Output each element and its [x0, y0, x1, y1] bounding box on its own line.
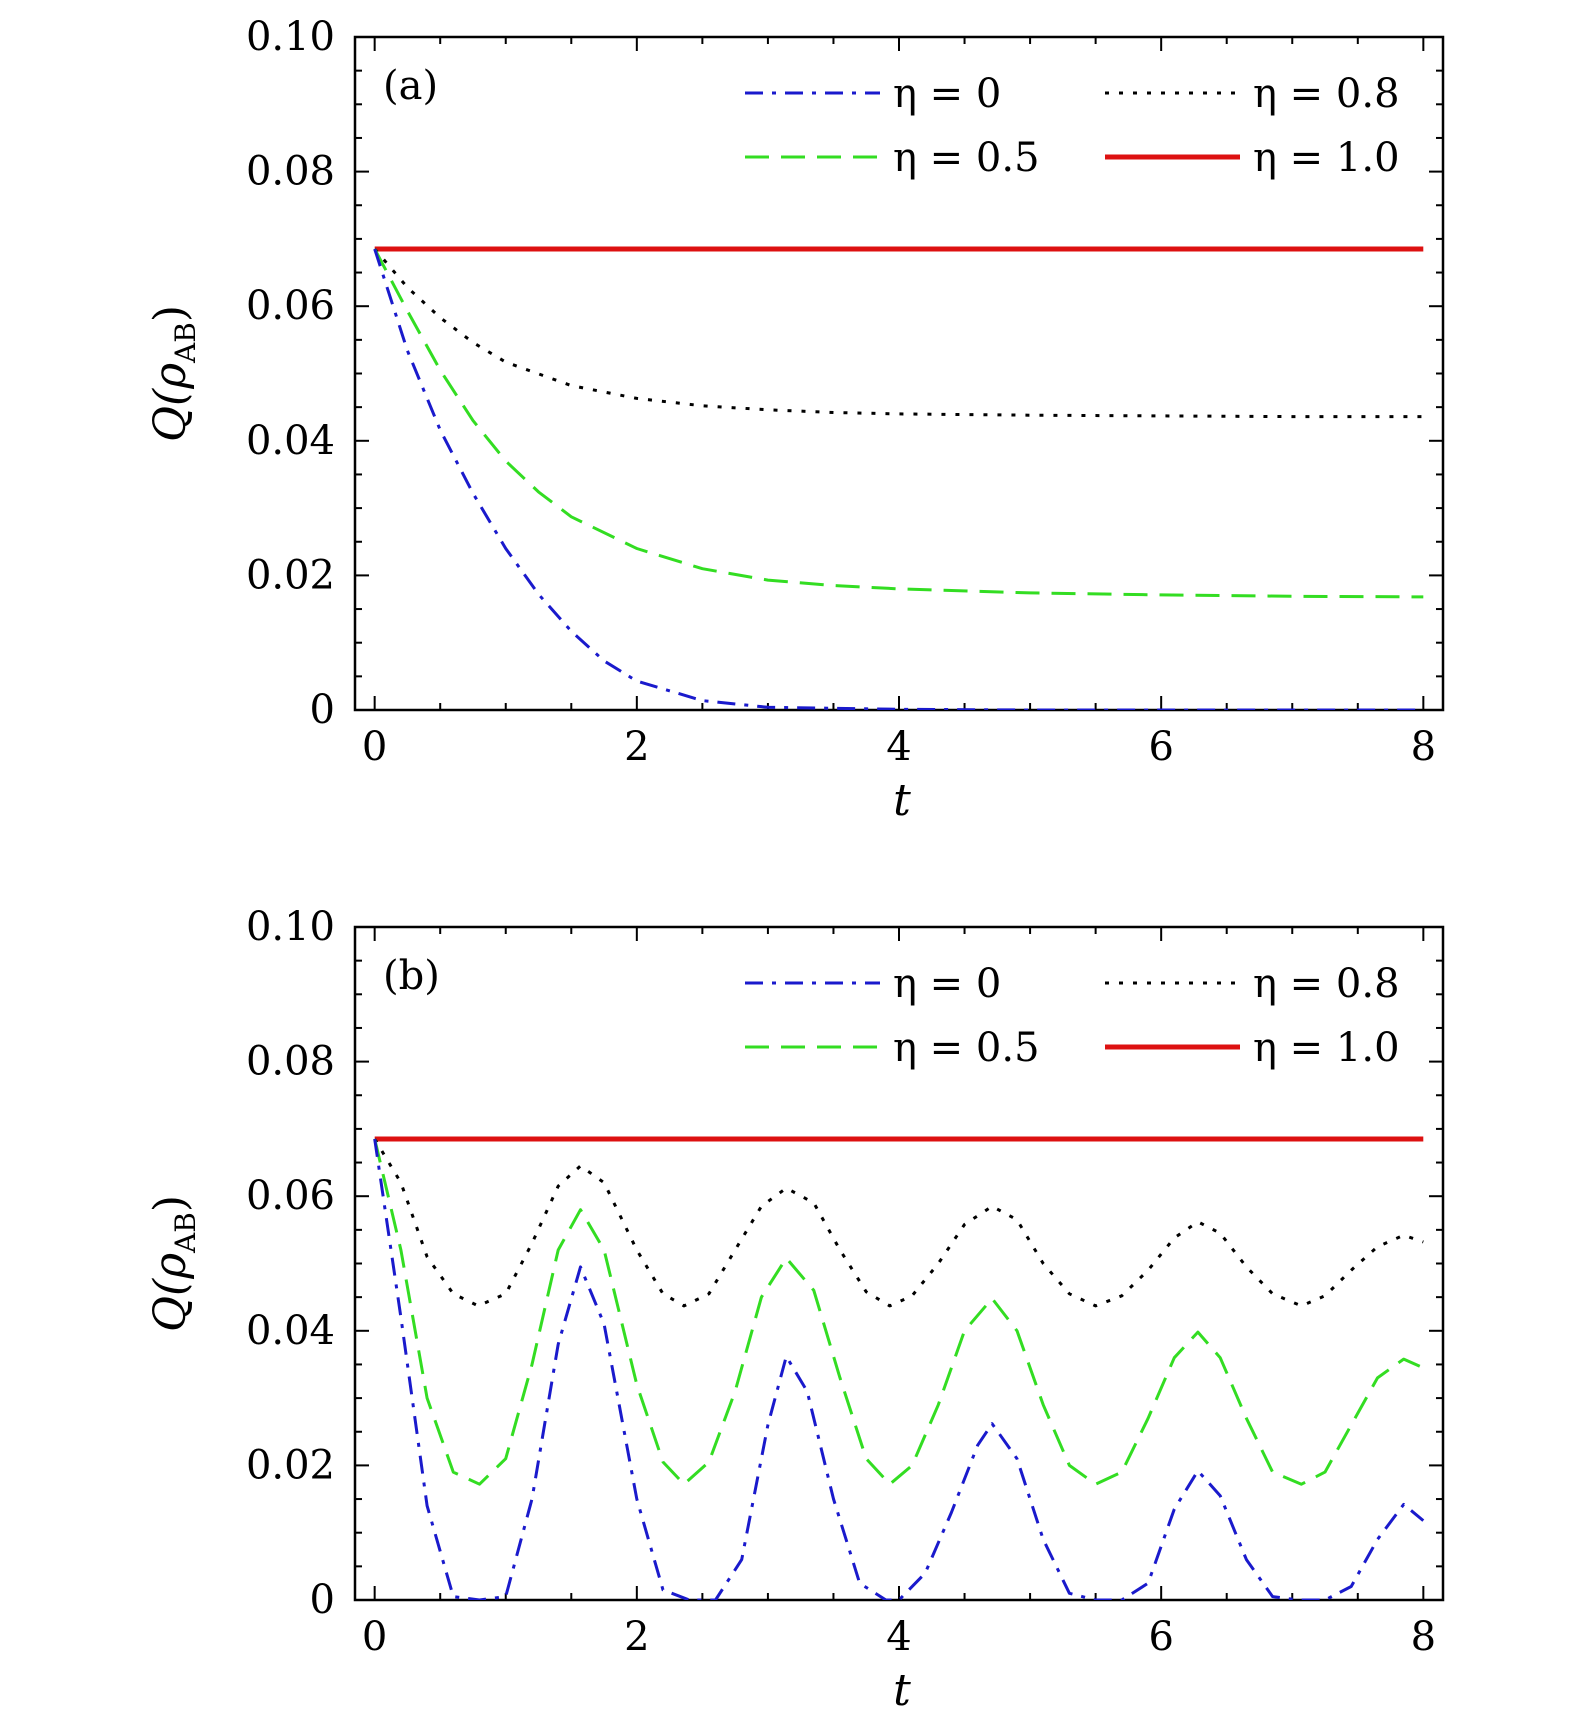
- series-line: [373, 1138, 1425, 1600]
- y-tick-label: 0.08: [246, 1039, 335, 1085]
- y-tick-label: 0.06: [246, 283, 335, 329]
- series-line: [373, 1138, 1424, 1486]
- y-axis-label: Q(ρAB): [145, 1195, 202, 1332]
- y-tick-label: 0.02: [246, 552, 335, 598]
- y-tick-label: 0.04: [246, 1308, 335, 1354]
- y-tick-label: 0.02: [246, 1442, 335, 1488]
- series-line: [373, 248, 1424, 599]
- y-tick-label: 0: [310, 687, 335, 733]
- y-tick-label: 0.04: [246, 418, 335, 464]
- x-axis-label: t: [893, 775, 911, 826]
- x-tick-label: 0: [362, 1614, 387, 1660]
- y-axis-label-main: Q(ρ: [145, 363, 196, 442]
- chart-panel-b: 0 2 4 6 8 0 0.02 0.04 0.06 0.08 0.10 t Q(ρAB) (b) η = …: [145, 904, 1445, 1716]
- x-tick-label: 4: [886, 724, 911, 770]
- x-tick-label: 4: [886, 1614, 911, 1660]
- x-tick-label: 8: [1411, 724, 1436, 770]
- legend-label: η = 0.8: [1253, 71, 1400, 117]
- legend-label: η = 1.0: [1253, 135, 1400, 181]
- x-tick-label: 0: [362, 724, 387, 770]
- y-tick-label: 0.10: [246, 904, 335, 950]
- legend-label: η = 0.8: [1253, 961, 1400, 1007]
- series-line: [373, 248, 1424, 419]
- y-axis-label-subscript: AB: [169, 1212, 202, 1254]
- y-tick-label: 0.06: [246, 1173, 335, 1219]
- legend: η = 0 η = 0.5 η = 0.8 η = 1.0: [745, 961, 1400, 1071]
- panel-label: (a): [383, 63, 438, 109]
- x-tick-label: 6: [1148, 724, 1173, 770]
- y-axis-label-subscript: AB: [169, 322, 202, 364]
- chart-panel-a: 0 2 4 6 8 0 0.02 0.04 0.06 0.08 0.10 t Q(ρAB) (a) η = …: [145, 14, 1445, 826]
- legend-label: η = 1.0: [1253, 1025, 1400, 1071]
- y-axis-label-close: ): [145, 1195, 196, 1212]
- legend-label: η = 0.5: [893, 1025, 1040, 1071]
- series-group: [373, 246, 1424, 710]
- series-group: [373, 1136, 1425, 1600]
- y-tick-label: 0.10: [246, 14, 335, 60]
- y-axis-label: Q(ρAB): [145, 305, 202, 442]
- x-axis-label: t: [893, 1665, 911, 1716]
- legend-label: η = 0.5: [893, 135, 1040, 181]
- y-axis-label-close: ): [145, 305, 196, 322]
- x-tick-label: 6: [1148, 1614, 1173, 1660]
- legend-label: η = 0: [893, 71, 1001, 117]
- legend-label: η = 0: [893, 961, 1001, 1007]
- x-tick-label: 2: [624, 724, 649, 770]
- series-line: [373, 248, 1424, 710]
- panel-label: (b): [383, 953, 440, 999]
- series-line: [373, 1138, 1424, 1308]
- y-axis-label-main: Q(ρ: [145, 1253, 196, 1332]
- y-tick-label: 0.08: [246, 149, 335, 195]
- legend: η = 0 η = 0.5 η = 0.8 η = 1.0: [745, 71, 1400, 181]
- x-tick-label: 8: [1411, 1614, 1436, 1660]
- y-tick-label: 0: [310, 1577, 335, 1623]
- x-tick-label: 2: [624, 1614, 649, 1660]
